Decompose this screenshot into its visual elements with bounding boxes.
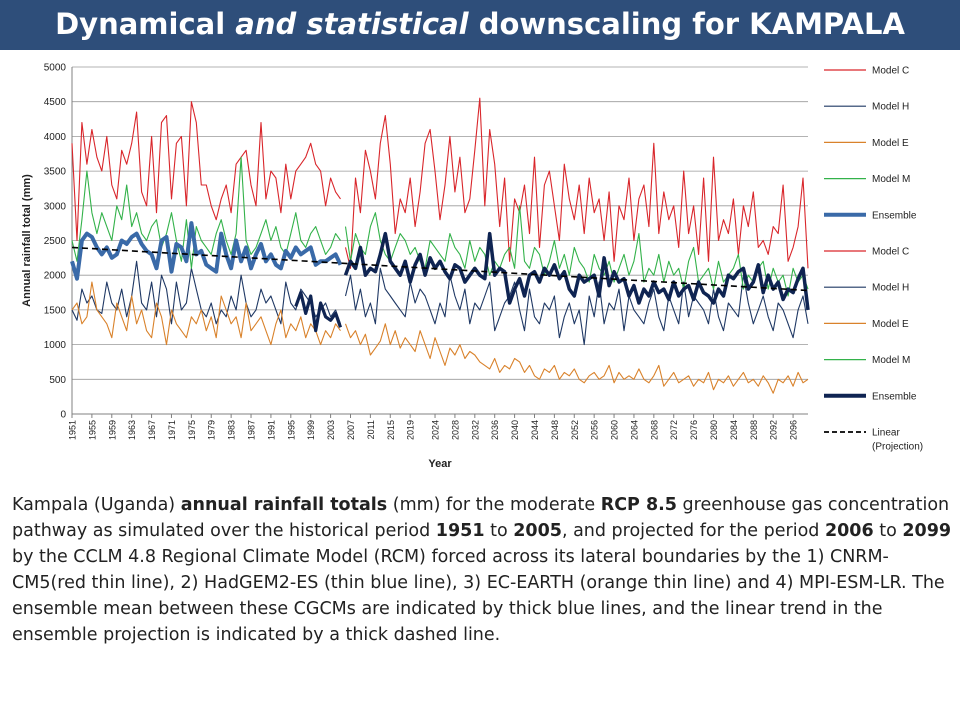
legend-label: Model C [872,66,909,77]
series-line-model-h [71,260,342,325]
x-tick-label: 2019 [406,420,416,440]
y-tick-label: 4500 [44,97,67,108]
x-tick-label: 1995 [286,420,296,440]
legend-label: Model E [872,138,909,149]
x-tick-label: 2003 [326,420,336,440]
legend-label: Model C [872,247,909,258]
x-tick-label: 2092 [769,420,779,440]
legend-label: Ensemble [872,210,917,221]
figure-caption: Kampala (Uganda) annual rainfall totals … [12,495,952,645]
y-tick-label: 2500 [44,236,67,247]
x-tick-label: 2032 [470,420,480,440]
series-line-model-c [71,101,341,242]
x-tick-label: 1955 [87,420,97,440]
legend-label: Model H [872,283,909,294]
x-tick-label: 2068 [649,420,659,440]
series-line-model-c [344,97,809,269]
x-tick-label: 2060 [610,420,620,440]
series-line-ensemble [294,291,343,333]
series-line-model-e [344,323,809,394]
legend-label: Linear (Projection) [872,428,923,453]
y-tick-label: 3500 [44,167,67,178]
legend-label: Model E [872,319,909,330]
title-bar [0,0,960,50]
rainfall-chart: 0 500 1000 1500 2000 2500 3000 3500 4000 4500 5000… [21,63,923,471]
x-tick-label: 1951 [68,420,78,440]
y-tick-label: 0 [60,410,66,421]
x-tick-label: 2011 [366,420,376,439]
series-line-model-e [71,281,341,346]
series-line-model-m [71,156,341,269]
x-tick-label: 1983 [227,420,237,440]
series-line-ensemble [343,231,810,311]
x-tick-label: 2040 [510,420,520,440]
x-tick-label: 2084 [729,420,739,440]
series-line-ensemble [70,221,343,281]
x-tick-label: 2007 [346,420,356,440]
legend-label: Model M [872,174,910,185]
y-tick-label: 1500 [44,305,67,316]
page-title: Dynamical and statistical downscaling fo… [55,7,905,41]
legend-label: Model M [872,355,910,366]
x-tick-label: 2024 [431,420,441,440]
x-tick-label: 1979 [207,420,217,440]
y-tick-label: 2000 [44,271,67,282]
x-tick-label: 2048 [550,420,560,440]
legend-label: Model H [872,102,909,113]
x-tick-label: 2052 [570,420,580,440]
y-tick-label: 3000 [44,201,67,212]
x-tick-label: 2044 [530,420,540,440]
x-axis-label: Year [428,458,452,470]
x-tick-label: 2088 [749,420,759,440]
x-tick-label: 2076 [689,420,699,440]
x-tick-label: 2028 [450,420,460,440]
trend-line [71,246,809,292]
x-tick-label: 1963 [127,420,137,440]
series-line-model-h [344,267,809,346]
x-tick-label: 2036 [490,420,500,440]
y-tick-label: 5000 [44,63,67,74]
x-tick-label: 1987 [247,420,257,440]
legend-label: Ensemble [872,391,917,402]
y-tick-label: 500 [49,375,66,386]
x-tick-label: 1975 [187,420,197,440]
x-tick-label: 1991 [266,420,276,440]
y-axis-label: Annual rainfall total (mm) [21,174,33,307]
x-tick-label: 1959 [107,420,117,440]
x-tick-label: 2096 [789,420,799,440]
x-tick-label: 1971 [167,420,177,440]
x-tick-label: 2064 [629,420,639,440]
y-tick-label: 4000 [44,132,67,143]
x-tick-label: 2056 [590,420,600,440]
y-tick-label: 1000 [44,340,67,351]
x-tick-label: 2072 [669,420,679,440]
x-tick-label: 1967 [147,420,157,440]
x-tick-label: 1999 [306,420,316,440]
x-tick-label: 2080 [709,420,719,440]
x-tick-label: 2015 [386,420,396,440]
